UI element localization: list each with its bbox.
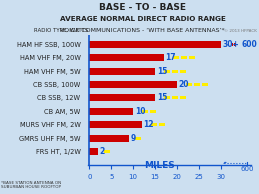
Bar — [89, 81, 177, 88]
Bar — [164, 70, 170, 73]
Bar — [172, 96, 178, 99]
Bar — [186, 83, 192, 86]
Text: 17: 17 — [166, 53, 176, 62]
Text: 12: 12 — [144, 120, 154, 129]
Bar — [232, 43, 233, 46]
Bar — [89, 108, 133, 115]
Bar — [89, 41, 221, 48]
Bar — [234, 43, 236, 46]
Bar — [104, 150, 110, 153]
Bar — [181, 56, 187, 59]
Bar — [89, 54, 164, 61]
Bar — [202, 83, 208, 86]
Bar — [89, 135, 129, 142]
Bar — [89, 121, 142, 128]
Text: 600: 600 — [240, 165, 254, 171]
Bar — [180, 70, 186, 73]
Bar — [189, 56, 195, 59]
Bar — [151, 123, 157, 126]
Text: 15: 15 — [157, 93, 167, 102]
Text: VOICE COMMUNICATIONS - ‘WITH BASE ANTENNAS’*: VOICE COMMUNICATIONS - ‘WITH BASE ANTENN… — [60, 28, 225, 33]
Bar — [142, 110, 148, 113]
Bar — [89, 68, 155, 74]
Bar — [164, 96, 170, 99]
Bar — [135, 137, 141, 139]
Bar — [150, 110, 156, 113]
Text: © 2013 HFPACK: © 2013 HFPACK — [224, 29, 256, 33]
Text: BASE - TO - BASE: BASE - TO - BASE — [99, 3, 186, 12]
Text: 15: 15 — [157, 67, 167, 76]
Bar — [180, 96, 186, 99]
Text: 20: 20 — [179, 80, 189, 89]
Bar — [173, 56, 179, 59]
Text: 30+: 30+ — [222, 40, 239, 49]
Bar — [159, 123, 165, 126]
Bar — [172, 70, 178, 73]
Bar — [89, 94, 155, 101]
Text: *BASE STATION ANTENNA ON
SUBURBAN HOUSE ROOFTOP: *BASE STATION ANTENNA ON SUBURBAN HOUSE … — [1, 181, 61, 189]
Text: MILES: MILES — [144, 161, 175, 170]
Text: 10: 10 — [135, 107, 145, 116]
Bar — [194, 83, 200, 86]
Text: RADIO TYPE, WATTS: RADIO TYPE, WATTS — [34, 28, 88, 33]
Bar — [89, 148, 98, 155]
Text: 600: 600 — [242, 40, 257, 49]
Text: 9: 9 — [131, 134, 136, 143]
Text: 2: 2 — [100, 147, 105, 156]
Text: AVERAGE NORMAL DIRECT RADIO RANGE: AVERAGE NORMAL DIRECT RADIO RANGE — [60, 16, 225, 23]
